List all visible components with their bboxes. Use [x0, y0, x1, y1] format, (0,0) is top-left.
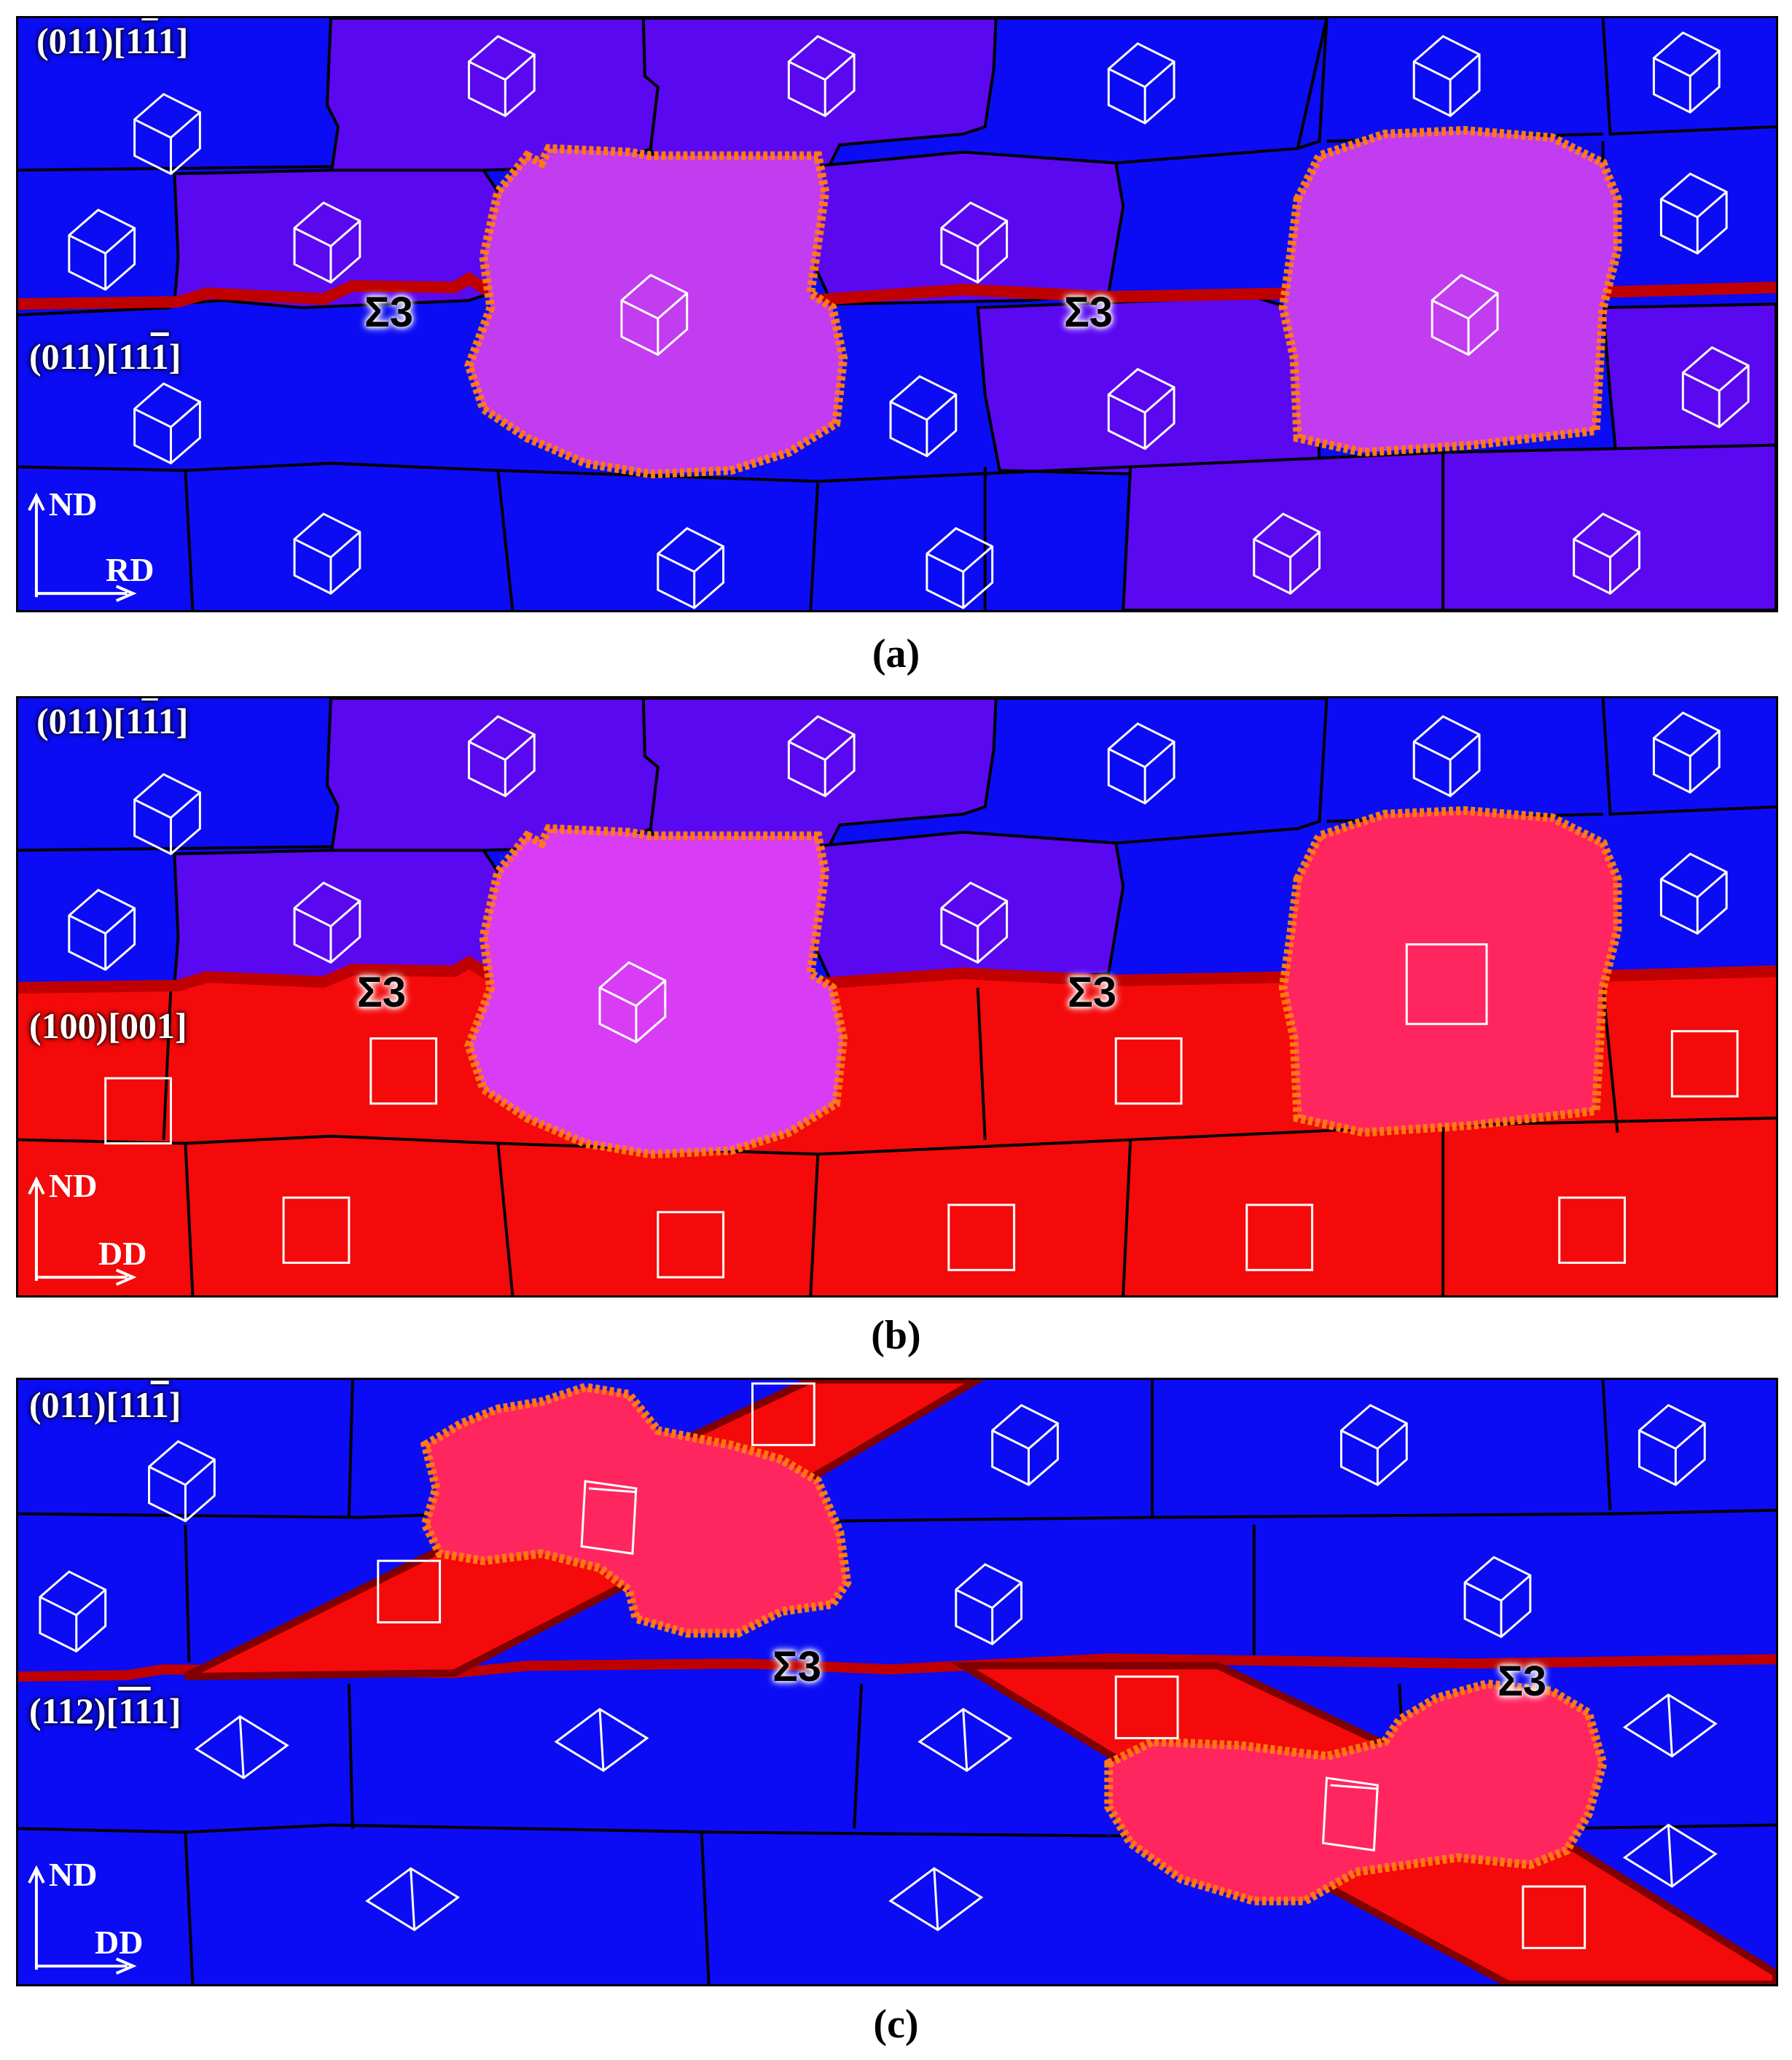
rd-axis-label: RD [106, 551, 154, 588]
nd-axis-label: ND [49, 485, 98, 523]
grain-orientation-label: (100)[001] [29, 1005, 187, 1046]
violet-grain [641, 18, 998, 176]
grain-orientation-label: (011)[111] [29, 1384, 181, 1425]
grain-orientation-label: (011)[111] [36, 701, 189, 741]
grain-orientation-label: (011)[111] [36, 20, 189, 61]
sigma3-label: Σ3 [364, 289, 414, 336]
dd-axis-arrow [36, 1957, 137, 1975]
grain-orientation-label: (011)[111] [29, 336, 181, 377]
twin-boundary [18, 1653, 1776, 1682]
panel-a-map [18, 18, 1776, 610]
panel-b-map [18, 698, 1776, 1295]
panel-c: (011)[111] (112)[111] Σ3 Σ3 ND DD [16, 1378, 1778, 1986]
panel-a: (011)[111] (011)[111] Σ3 Σ3 ND RD [16, 16, 1778, 612]
orientation-cube-icon [39, 1382, 1718, 1949]
recrystallized-grain [1104, 1679, 1608, 1905]
sigma3-label: Σ3 [1064, 289, 1114, 336]
recrystallized-grain [420, 1382, 852, 1638]
violet-grain [809, 150, 1125, 306]
orientation-cube-icon [68, 31, 1750, 609]
recrystallized-grain [464, 144, 848, 479]
dd-axis-label: DD [95, 1924, 144, 1961]
sigma3-label: Σ3 [772, 1643, 822, 1690]
recrystallized-grain [1278, 805, 1622, 1137]
grain-orientation-label: (112)[111] [29, 1690, 181, 1731]
caption-b: (b) [871, 1313, 921, 1358]
violet-grain [1122, 450, 1445, 610]
caption-c: (c) [873, 2002, 919, 2047]
orientation-cube-icon [68, 711, 1739, 1279]
nd-axis-label: ND [49, 1856, 98, 1893]
violet-grain [809, 830, 1125, 986]
nd-axis-arrow [28, 1176, 45, 1281]
sigma3-label: Σ3 [1068, 969, 1117, 1016]
violet-grain [173, 168, 500, 310]
violet-grain [976, 295, 1321, 476]
violet-grain [641, 698, 998, 856]
dd-axis-label: DD [98, 1235, 147, 1272]
panel-c-map [18, 1380, 1776, 1984]
violet-grain [1441, 443, 1776, 610]
sigma3-label: Σ3 [1498, 1658, 1547, 1705]
dd-axis-arrow [36, 1268, 137, 1286]
recrystallized-grain [1278, 125, 1622, 457]
nd-axis-arrow [28, 1865, 45, 1970]
caption-a: (a) [872, 631, 920, 676]
grain-boundary [18, 18, 1776, 610]
panel-b: (011)[111] (100)[001] Σ3 Σ3 ND DD [16, 696, 1778, 1298]
sigma3-label: Σ3 [357, 969, 407, 1016]
nd-axis-label: ND [49, 1167, 98, 1204]
nd-axis-arrow [28, 492, 45, 598]
rd-axis-arrow [36, 585, 137, 602]
recrystallized-grain [464, 824, 848, 1159]
